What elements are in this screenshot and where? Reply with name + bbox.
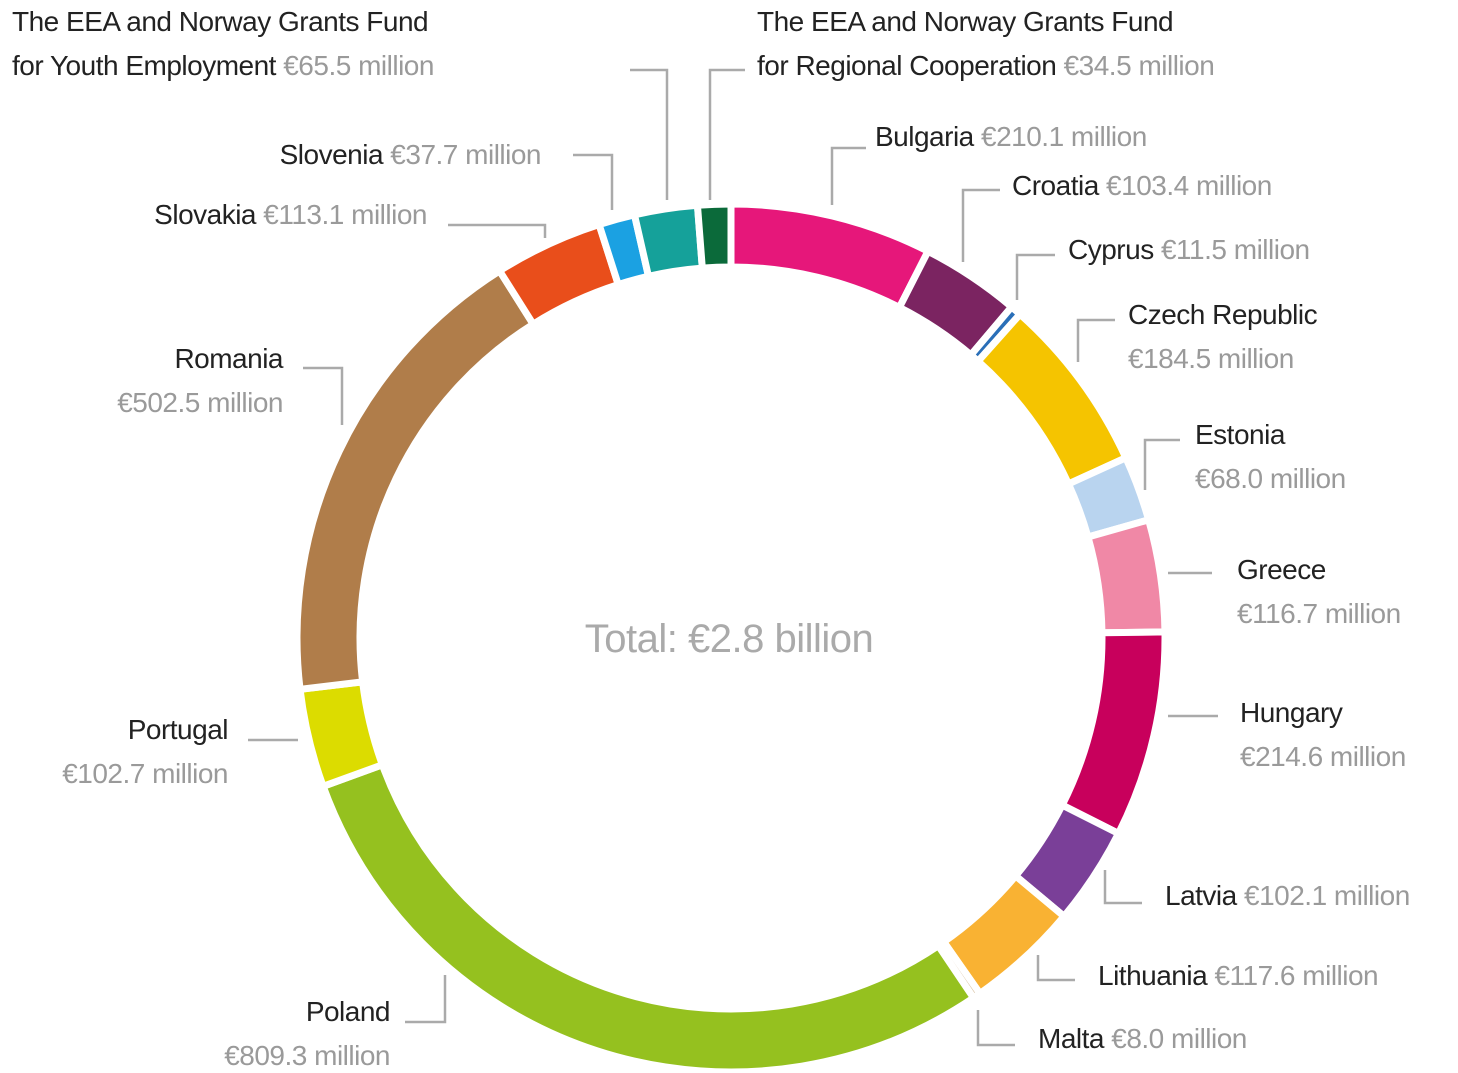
segment-label: Czech Republic €184.5 million <box>1128 293 1318 381</box>
segment-name: The EEA and Norway Grants Fund for Regio… <box>757 6 1174 81</box>
segment-value: €65.5 million <box>283 50 434 81</box>
leader-line <box>1015 253 1055 300</box>
segment-name: Greece <box>1237 554 1326 585</box>
segment-value: €102.1 million <box>1244 880 1410 911</box>
leader-line <box>303 366 344 425</box>
segment-value: €214.6 million <box>1240 741 1406 772</box>
leader-line <box>708 68 745 200</box>
segment-value: €117.6 million <box>1214 960 1379 991</box>
segment-name: Portugal <box>127 714 229 745</box>
segment-name: Hungary <box>1240 697 1343 728</box>
segment-label: Bulgaria €210.1 million <box>875 115 1147 159</box>
segment-name: Slovenia <box>279 139 384 170</box>
leader-line <box>405 975 447 1024</box>
donut-segment <box>296 677 387 791</box>
segment-name: Czech Republic <box>1128 299 1318 330</box>
segment-value: €809.3 million <box>224 1040 390 1071</box>
segment-value: €37.7 million <box>390 139 541 170</box>
segment-label: Latvia €102.1 million <box>1165 874 1410 918</box>
segment-value: €113.1 million <box>263 199 427 230</box>
leader-line <box>630 68 669 200</box>
leader-line <box>573 153 614 210</box>
leader-line <box>1143 438 1180 490</box>
leader-line <box>1103 870 1142 905</box>
leader-line <box>830 146 866 205</box>
segment-label: Croatia €103.4 million <box>1012 164 1272 208</box>
segment-label: Poland €809.3 million <box>224 990 390 1073</box>
segment-value: €116.7 million <box>1237 598 1401 629</box>
segment-label: Estonia €68.0 million <box>1195 413 1346 501</box>
segment-name: Cyprus <box>1068 234 1154 265</box>
segment-label: Greece €116.7 million <box>1237 548 1401 636</box>
donut-segment <box>318 760 979 1073</box>
segment-value: €34.5 million <box>1063 50 1215 81</box>
segment-value: €11.5 million <box>1160 234 1310 265</box>
segment-value: €103.4 million <box>1106 170 1272 201</box>
segment-label: Cyprus €11.5 million <box>1068 228 1310 272</box>
segment-label: Romania €502.5 million <box>117 337 283 425</box>
leader-line <box>1036 955 1075 982</box>
donut-segment <box>727 200 933 313</box>
center-label: Total: €2.8 billion <box>584 617 874 661</box>
segment-value: €8.0 million <box>1111 1023 1247 1054</box>
segment-name: Bulgaria <box>875 121 974 152</box>
segment-value: €502.5 million <box>117 387 283 418</box>
donut-segment <box>973 309 1131 489</box>
segment-value: €102.7 million <box>62 758 228 789</box>
segment-label: Malta €8.0 million <box>1038 1017 1247 1061</box>
segment-name: Estonia <box>1195 419 1285 450</box>
leader-line <box>976 1010 1015 1047</box>
segment-label: The EEA and Norway Grants Fund for Youth… <box>12 0 434 88</box>
segment-name: Malta <box>1038 1023 1104 1054</box>
leader-line <box>1076 318 1115 362</box>
donut-segment <box>630 201 707 281</box>
segment-value: €68.0 million <box>1195 463 1346 494</box>
segment-label: The EEA and Norway Grants Fund for Regio… <box>757 0 1215 88</box>
segment-name: Latvia <box>1165 880 1237 911</box>
segment-label: Lithuania €117.6 million <box>1098 954 1379 998</box>
segment-value: €210.1 million <box>981 121 1147 152</box>
segment-label: Slovenia €37.7 million <box>279 133 542 177</box>
segment-label: Portugal €102.7 million <box>62 708 228 796</box>
segment-name: The EEA and Norway Grants Fund for Youth… <box>12 6 429 81</box>
segment-label: Hungary €214.6 million <box>1240 691 1406 779</box>
segment-name: Poland <box>305 996 391 1027</box>
segment-label: Slovakia €113.1 million <box>154 193 427 237</box>
donut-segment <box>693 200 735 272</box>
segment-name: Slovakia <box>154 199 257 230</box>
segment-name: Croatia <box>1012 170 1099 201</box>
segment-value: €184.5 million <box>1128 343 1294 374</box>
segment-name: Romania <box>174 343 283 374</box>
leader-line <box>448 223 547 238</box>
segment-name: Lithuania <box>1098 960 1208 991</box>
leader-line <box>961 188 1000 262</box>
